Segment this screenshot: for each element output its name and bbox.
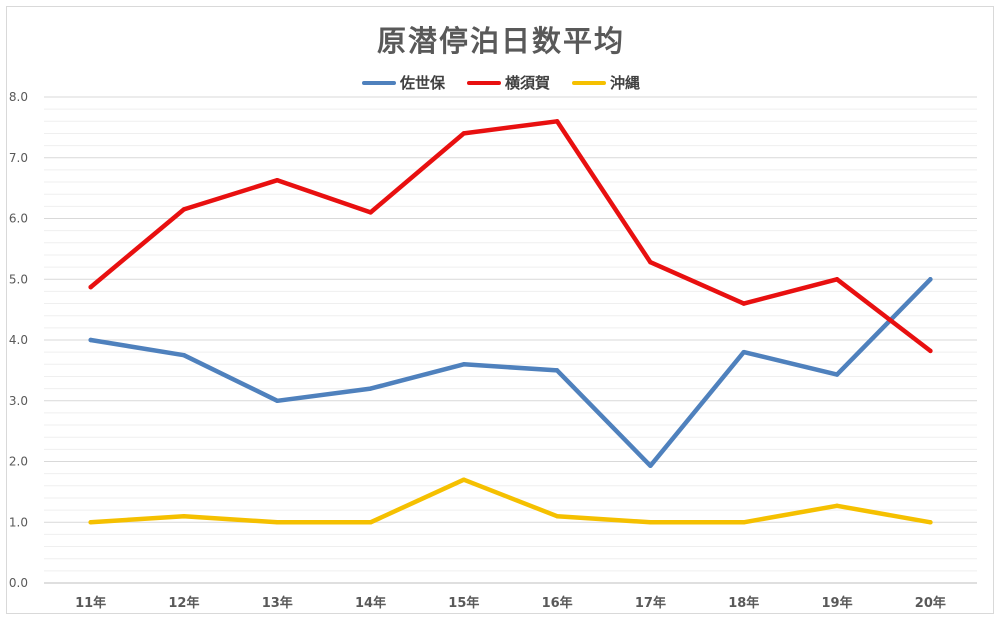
x-tick-label: 15年 [448, 595, 479, 611]
data-point [834, 503, 840, 509]
data-point [181, 513, 187, 519]
data-point [275, 398, 280, 403]
data-point [834, 277, 840, 282]
y-tick-label: 8.0 [9, 90, 28, 104]
x-tick-label: 18年 [728, 595, 759, 611]
y-tick-label: 7.0 [9, 151, 28, 165]
legend-label: 沖縄 [610, 74, 641, 92]
legend-label: 佐世保 [399, 74, 445, 92]
data-point [834, 372, 840, 377]
x-tick-label: 12年 [168, 595, 199, 611]
chart-title: 原潜停泊日数平均 [376, 24, 625, 58]
data-point [368, 520, 373, 525]
data-point [88, 337, 93, 343]
data-point [461, 131, 467, 136]
x-tick-label: 20年 [915, 595, 946, 611]
data-point [554, 119, 560, 124]
data-point [275, 178, 280, 183]
data-point [648, 520, 653, 525]
data-point [648, 260, 653, 265]
legend: 佐世保 横須賀 沖縄 [0, 72, 1002, 93]
data-point [181, 207, 187, 212]
legend-swatch [572, 80, 606, 85]
x-tick-label: 11年 [75, 595, 106, 611]
y-tick-label: 0.0 [9, 576, 28, 590]
data-point [928, 348, 933, 354]
x-tick-label: 17年 [635, 595, 666, 611]
legend-item: 佐世保 [361, 72, 445, 93]
data-point [368, 210, 373, 215]
x-tick-label: 16年 [542, 595, 573, 611]
data-point [88, 520, 93, 525]
series-line-横須賀 [88, 119, 933, 354]
data-point [554, 513, 560, 519]
chart-frame [6, 6, 994, 614]
y-tick-label: 3.0 [9, 394, 28, 408]
data-point [461, 477, 467, 482]
data-point [741, 349, 746, 355]
y-tick-label: 6.0 [9, 212, 28, 226]
data-point [461, 362, 467, 367]
data-point [648, 463, 653, 468]
data-point [928, 277, 933, 282]
x-tick-label: 14年 [355, 595, 386, 611]
legend-item: 横須賀 [466, 72, 550, 93]
x-tick-label: 13年 [262, 595, 293, 611]
legend-item: 沖縄 [572, 72, 640, 93]
data-point [928, 520, 933, 525]
data-point [741, 301, 746, 306]
y-tick-label: 1.0 [9, 515, 28, 529]
legend-label: 横須賀 [504, 74, 550, 92]
legend-swatch [361, 80, 396, 85]
data-point [181, 352, 187, 358]
data-point [368, 386, 373, 391]
y-tick-label: 5.0 [9, 272, 28, 286]
y-tick-label: 4.0 [9, 333, 28, 347]
x-tick-label: 19年 [822, 595, 853, 611]
data-point [554, 368, 560, 373]
data-point [88, 284, 93, 290]
data-point [275, 520, 280, 525]
y-tick-label: 2.0 [9, 455, 28, 469]
series-line-佐世保 [88, 277, 933, 469]
data-point [741, 520, 746, 525]
series-line-沖縄 [88, 477, 933, 525]
legend-swatch [466, 80, 501, 85]
